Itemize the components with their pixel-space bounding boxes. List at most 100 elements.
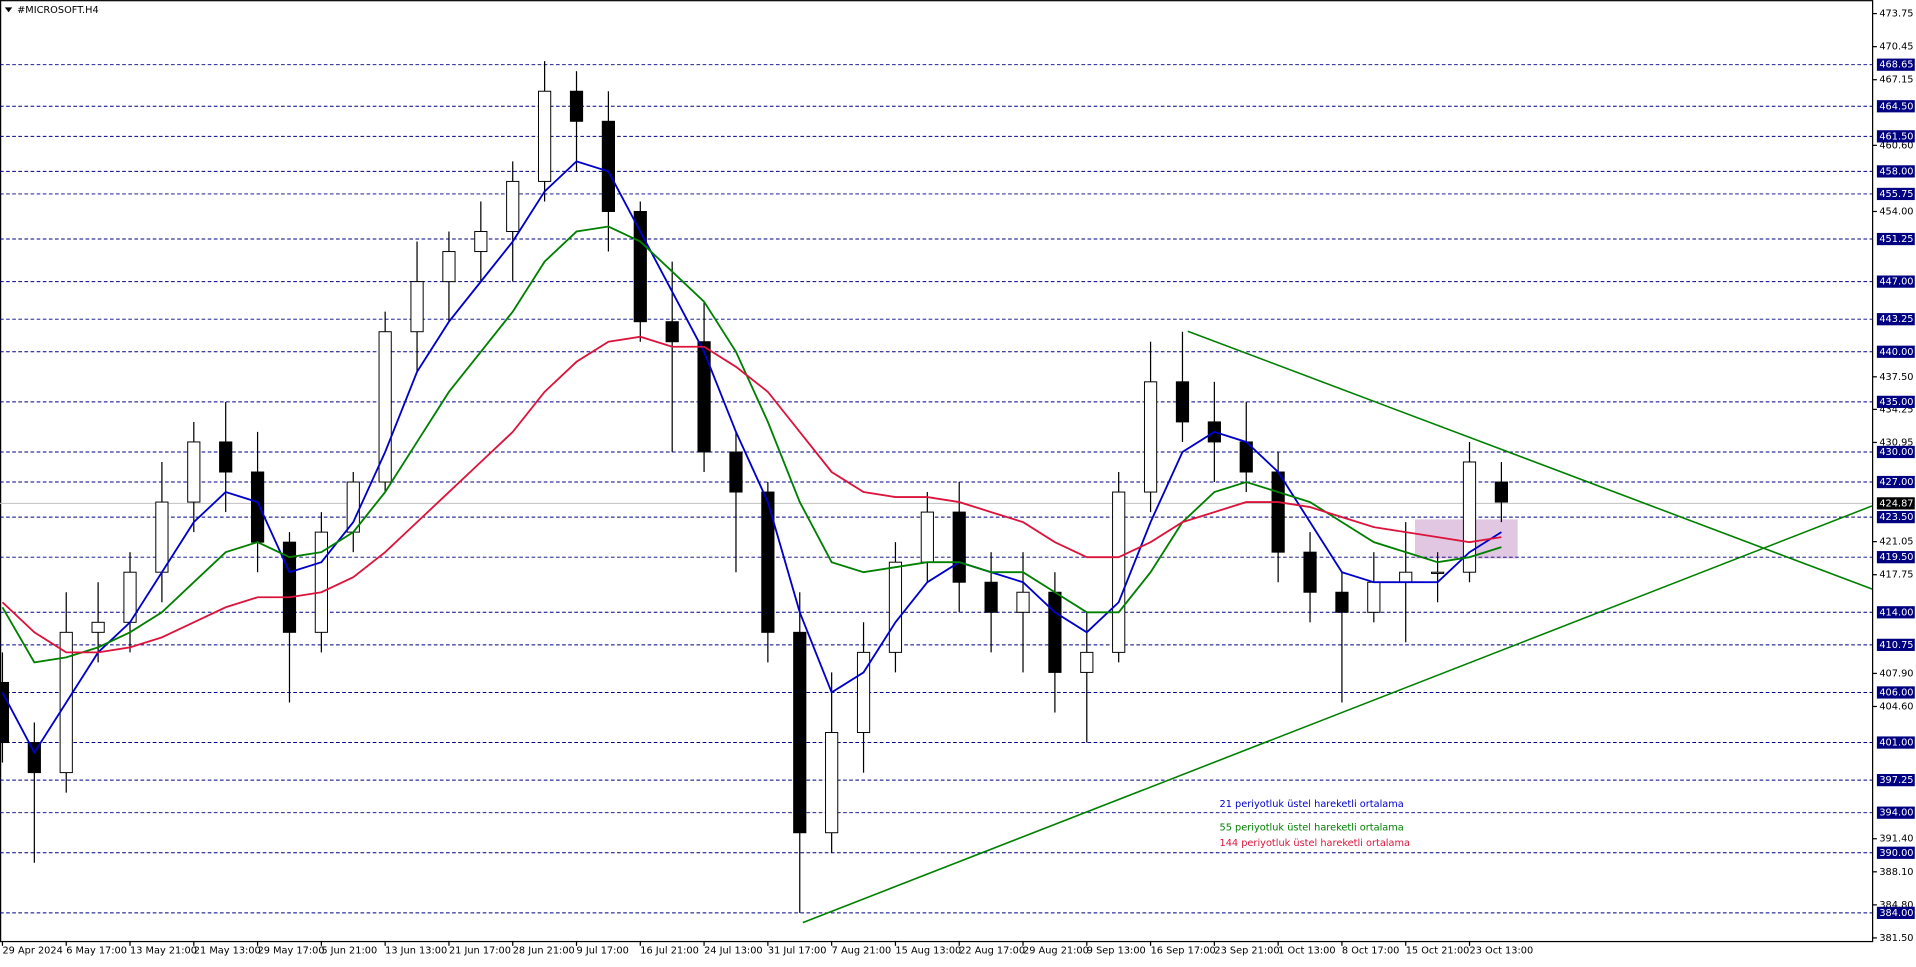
chart-title: #MICROSOFT.H4 [17, 5, 99, 16]
x-tick-label: 29 Apr 2024 [2, 946, 62, 957]
candle-body [346, 481, 360, 533]
current-price-label: 424.87 [1879, 498, 1913, 509]
x-tick-label: 29 May 17:00 [258, 946, 325, 957]
level-label: 447.00 [1879, 277, 1913, 288]
candle-body [888, 561, 903, 653]
trend-line [802, 505, 1873, 924]
candle-body [1303, 551, 1317, 593]
level-label: 440.00 [1879, 347, 1913, 358]
x-tick-label: 9 Sep 13:00 [1087, 946, 1146, 957]
candle-body [1175, 381, 1190, 423]
x-tick-label: 6 May 17:00 [66, 946, 127, 957]
candle-body [952, 511, 966, 583]
x-tick-label: 5 Jun 21:00 [321, 946, 377, 957]
level-label: 410.75 [1879, 640, 1913, 651]
x-tick-label: 8 Oct 17:00 [1342, 946, 1399, 957]
level-label-bg [1876, 510, 1915, 524]
level-label: 397.25 [1879, 775, 1913, 786]
level-label-bg [1876, 736, 1915, 749]
level-label: 401.00 [1879, 738, 1913, 749]
level-label-bg [1876, 275, 1915, 288]
current-price-bg [1876, 497, 1915, 510]
x-tick-label: 23 Oct 13:00 [1470, 946, 1534, 957]
level-label-bg [1876, 686, 1915, 699]
level-label: 394.00 [1879, 808, 1913, 819]
level-label-bg [1876, 58, 1915, 71]
level-label-bg [1876, 774, 1915, 787]
y-tick-label: 417.75 [1879, 570, 1913, 581]
candle-body [1143, 381, 1158, 493]
candle-body [1367, 581, 1381, 613]
level-label-bg [1876, 313, 1915, 326]
candle-body [761, 491, 775, 633]
y-tick-label: 470.45 [1879, 42, 1913, 53]
y-tick-label: 407.90 [1879, 668, 1913, 679]
x-tick-label: 15 Oct 21:00 [1406, 946, 1470, 957]
level-label-bg [1876, 395, 1915, 408]
level-label: 423.50 [1879, 512, 1913, 523]
ema-line [1, 335, 1502, 654]
level-label: 443.25 [1879, 314, 1913, 325]
candle-body [538, 90, 552, 182]
ema-line [1, 160, 1502, 755]
x-tick-label: 21 May 13:00 [194, 946, 261, 957]
x-tick-label: 22 Aug 17:00 [959, 946, 1025, 957]
level-label: 430.00 [1879, 447, 1913, 458]
candle-body [1494, 481, 1508, 503]
candle-body [27, 742, 41, 774]
candle-body [697, 341, 711, 453]
candle-body [1399, 571, 1413, 583]
level-label: 390.00 [1879, 848, 1913, 859]
level-label: 468.65 [1879, 60, 1913, 71]
candle-body [1462, 461, 1477, 573]
y-tick-label: 381.50 [1879, 933, 1913, 944]
x-tick-label: 31 Jul 17:00 [768, 946, 827, 957]
candle-body [601, 120, 616, 212]
x-tick-label: 7 Aug 21:00 [832, 946, 892, 957]
candle-body [793, 631, 807, 834]
level-label: 435.00 [1879, 397, 1913, 408]
candle-body [1431, 571, 1445, 574]
level-label-bg [1876, 906, 1915, 920]
x-tick-label: 1 Oct 13:00 [1278, 946, 1335, 957]
candle-body [506, 180, 520, 233]
x-tick-label: 9 Jul 17:00 [577, 946, 629, 957]
level-label: 414.00 [1879, 607, 1913, 618]
candle-body [633, 210, 647, 323]
plot-frame [0, 0, 1874, 943]
y-tick-label: 454.00 [1879, 206, 1913, 217]
x-tick-label: 13 Jun 13:00 [385, 946, 447, 957]
y-tick-label: 473.75 [1879, 9, 1913, 20]
title-icon [4, 7, 13, 13]
trend-line [1187, 330, 1873, 590]
level-label: 384.00 [1879, 908, 1913, 919]
candle-body [0, 681, 10, 744]
candle-body [920, 511, 934, 563]
candle-body [1271, 471, 1285, 553]
x-tick-label: 28 Jun 21:00 [513, 946, 575, 957]
legend-entry: 55 periyotluk üstel hareketli ortalama [1219, 822, 1403, 833]
y-tick-label: 437.50 [1879, 372, 1913, 383]
level-label-bg [1876, 551, 1915, 564]
level-label: 406.00 [1879, 687, 1913, 698]
level-label: 419.50 [1879, 552, 1913, 563]
y-tick-label: 384.80 [1879, 900, 1913, 911]
x-tick-label: 16 Jul 21:00 [640, 946, 699, 957]
y-tick-label: 388.10 [1879, 867, 1913, 878]
level-label-bg [1876, 165, 1915, 178]
y-tick-label: 460.60 [1879, 140, 1913, 151]
candle-body [314, 531, 328, 633]
y-tick-label: 404.60 [1879, 701, 1913, 712]
candle-body [569, 90, 584, 122]
candle-body [1016, 591, 1030, 613]
candle-body [825, 732, 839, 834]
candle-body [474, 231, 488, 253]
candle-body [856, 651, 871, 734]
x-tick-label: 15 Aug 13:00 [895, 946, 961, 957]
y-tick-label: 430.95 [1879, 437, 1913, 448]
level-label: 427.00 [1879, 477, 1913, 488]
candle-body [442, 251, 456, 283]
legend-entry: 21 periyotluk üstel hareketli ortalama [1219, 799, 1403, 810]
level-label: 455.75 [1879, 189, 1913, 200]
